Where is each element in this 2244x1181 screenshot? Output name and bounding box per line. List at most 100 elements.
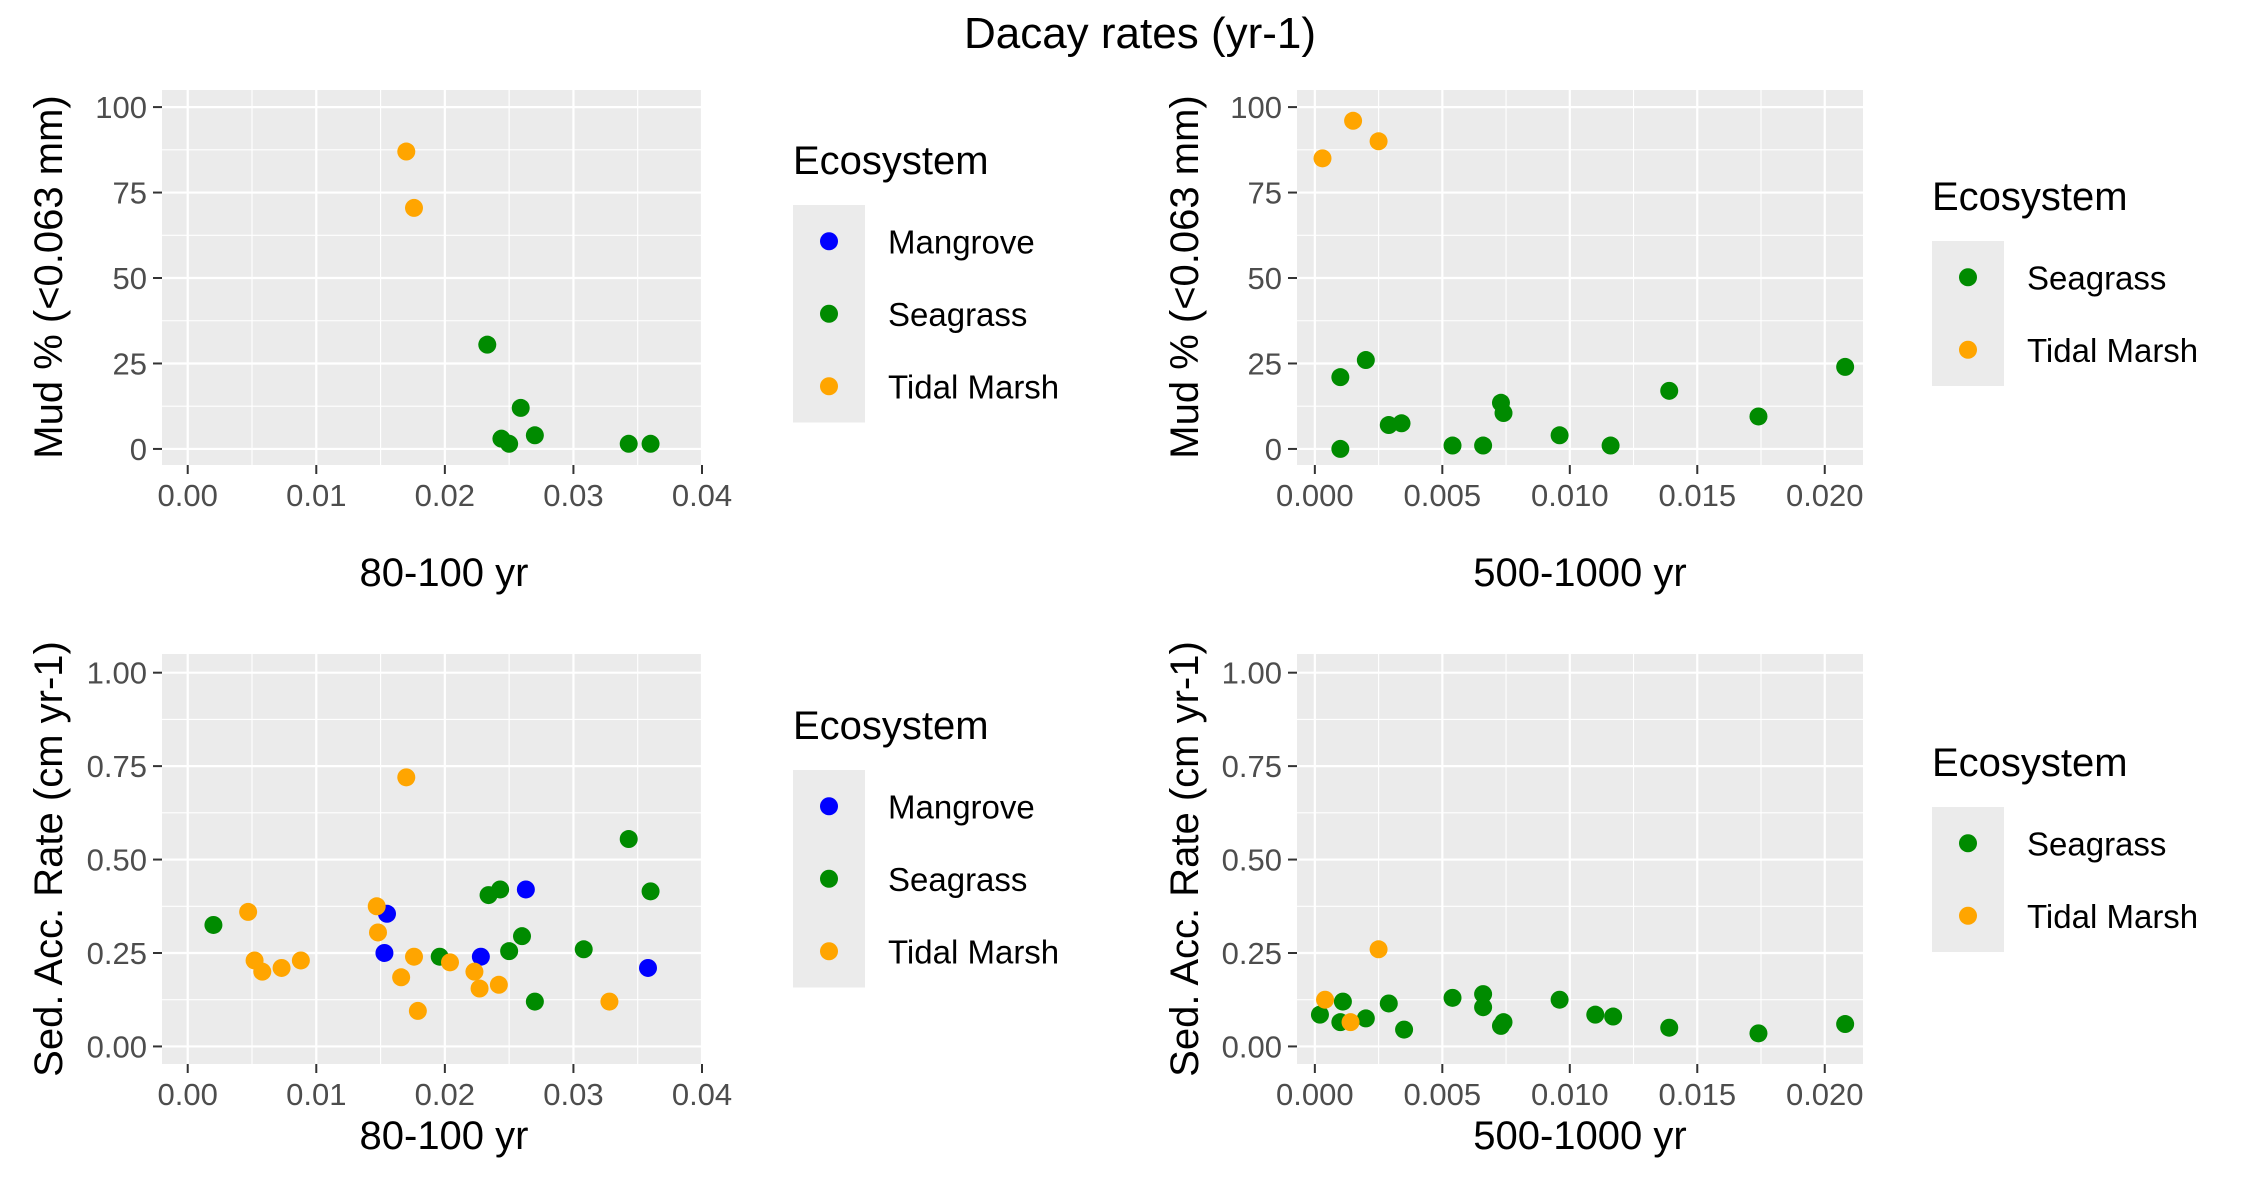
legend-key-marker [1959,906,1977,925]
data-point-tidal-marsh [1341,1013,1360,1032]
legend-key-marker [820,797,838,816]
scatter-plot-p2: 0.000 0.005 0.010 0.015 0.020 0 25 50 75 100 500-1… [1163,90,2198,595]
data-point-tidal-marsh [291,951,310,970]
legend: Ecosystem Seagrass Tidal Marsh [1932,175,2198,386]
data-point-seagrass [1474,985,1493,1004]
x-tick-label: 0.02 [415,1077,475,1112]
y-tick-label: 0.75 [1222,749,1282,784]
legend-entry-label: Tidal Marsh [2027,332,2198,369]
data-point-tidal-marsh [1344,111,1363,130]
legend-key-marker [1959,834,1977,853]
data-point-seagrass [1836,357,1855,376]
x-tick-label: 0.020 [1786,478,1864,513]
data-point-mangrove [516,880,535,899]
x-tick-label: 0.000 [1276,1077,1354,1112]
x-tick-label: 0.02 [415,478,475,513]
legend-entry-label: Tidal Marsh [888,933,1059,970]
legend-key-marker [1959,340,1977,359]
data-point-tidal-marsh [392,968,411,987]
data-point-seagrass [1660,1018,1679,1037]
data-point-seagrass [1749,1024,1768,1043]
legend-title: Ecosystem [793,139,989,183]
y-tick-label: 75 [1248,176,1282,211]
legend-key-marker [820,232,838,251]
x-tick-label: 0.01 [286,1077,346,1112]
data-point-seagrass [1443,988,1462,1007]
x-tick-label: 0.000 [1276,478,1354,513]
data-point-mangrove [471,947,490,966]
x-axis-label: 500-1000 yr [1473,1114,1686,1158]
data-point-seagrass [1392,414,1411,433]
legend-key-marker [820,304,838,323]
y-tick-label: 0.75 [87,749,147,784]
data-point-seagrass [619,830,638,849]
y-tick-label: 75 [113,176,147,211]
y-axis-label: Sed. Acc. Rate (cm yr-1) [1163,641,1207,1077]
legend-key-marker [1959,268,1977,287]
data-point-seagrass [1550,990,1569,1009]
y-tick-label: 0.50 [1222,843,1282,878]
data-point-seagrass [641,434,660,453]
x-tick-label: 0.01 [286,478,346,513]
data-point-seagrass [1331,439,1350,458]
y-tick-label: 25 [113,346,147,381]
data-point-tidal-marsh [441,953,459,972]
x-tick-label: 0.015 [1658,478,1736,513]
data-point-seagrass [1379,994,1398,1013]
legend-entry-label: Seagrass [888,861,1027,898]
x-tick-label: 0.04 [672,478,732,513]
data-point-seagrass [478,335,497,354]
data-point-seagrass [500,434,519,453]
legend-entry-label: Tidal Marsh [888,368,1059,405]
legend-key-marker [820,869,838,888]
y-tick-label: 0.25 [87,936,147,971]
y-tick-label: 50 [113,261,147,296]
y-tick-label: 1.00 [1222,656,1282,691]
scatter-plot-p3: 0.00 0.01 0.02 0.03 0.04 0.00 0.25 0.50 0.75 1.00… [27,641,1059,1158]
legend: Ecosystem Seagrass Tidal Marsh [1932,741,2198,952]
data-point-mangrove [639,958,657,977]
data-point-seagrass [1356,351,1375,370]
data-point-seagrass [513,927,531,946]
y-axis-label: Sed. Acc. Rate (cm yr-1) [27,641,71,1077]
legend-entry-label: Tidal Marsh [2027,898,2198,935]
legend-key-background [1932,241,2004,386]
data-point-seagrass [641,882,660,901]
x-tick-label: 0.020 [1786,1077,1864,1112]
y-tick-label: 0 [130,432,147,467]
data-point-seagrass [574,940,593,959]
y-tick-label: 50 [1248,261,1282,296]
legend-title: Ecosystem [793,704,989,748]
x-axis-label: 80-100 yr [360,1114,529,1158]
scatter-plot-p1: 0.00 0.01 0.02 0.03 0.04 0 25 50 75 100 80-100 yr M… [27,90,1059,595]
data-point-tidal-marsh [1313,149,1332,168]
data-point-mangrove [375,943,394,962]
data-point-seagrass [1443,436,1462,455]
legend-entry-label: Seagrass [2027,825,2166,862]
y-tick-label: 0.50 [87,843,147,878]
y-tick-label: 0.00 [1222,1029,1282,1064]
data-point-seagrass [1356,1009,1375,1028]
scatter-plot-p4: 0.000 0.005 0.010 0.015 0.020 0.00 0.25 0.50 0.7… [1163,641,2198,1158]
data-point-seagrass [1660,381,1679,400]
y-tick-label: 0.00 [87,1029,147,1064]
data-point-seagrass [1749,407,1768,426]
x-axis-label: 500-1000 yr [1473,551,1686,595]
data-point-tidal-marsh [272,958,291,977]
x-tick-label: 0.03 [543,478,603,513]
data-point-seagrass [1494,1013,1513,1032]
x-tick-label: 0.00 [158,1077,218,1112]
legend-title: Ecosystem [1932,175,2128,219]
plots-container: 0.00 0.01 0.02 0.03 0.04 0 25 50 75 100 80-100 yr M… [27,90,2198,1158]
data-point-tidal-marsh [367,897,386,916]
x-tick-label: 0.010 [1531,478,1609,513]
data-point-tidal-marsh [253,962,272,981]
y-tick-label: 100 [95,90,147,125]
data-point-tidal-marsh [1369,940,1388,959]
data-point-tidal-marsh [1316,990,1335,1009]
data-point-seagrass [1310,1005,1329,1024]
data-point-seagrass [525,992,544,1011]
data-point-seagrass [491,880,510,899]
data-point-seagrass [1836,1015,1855,1034]
